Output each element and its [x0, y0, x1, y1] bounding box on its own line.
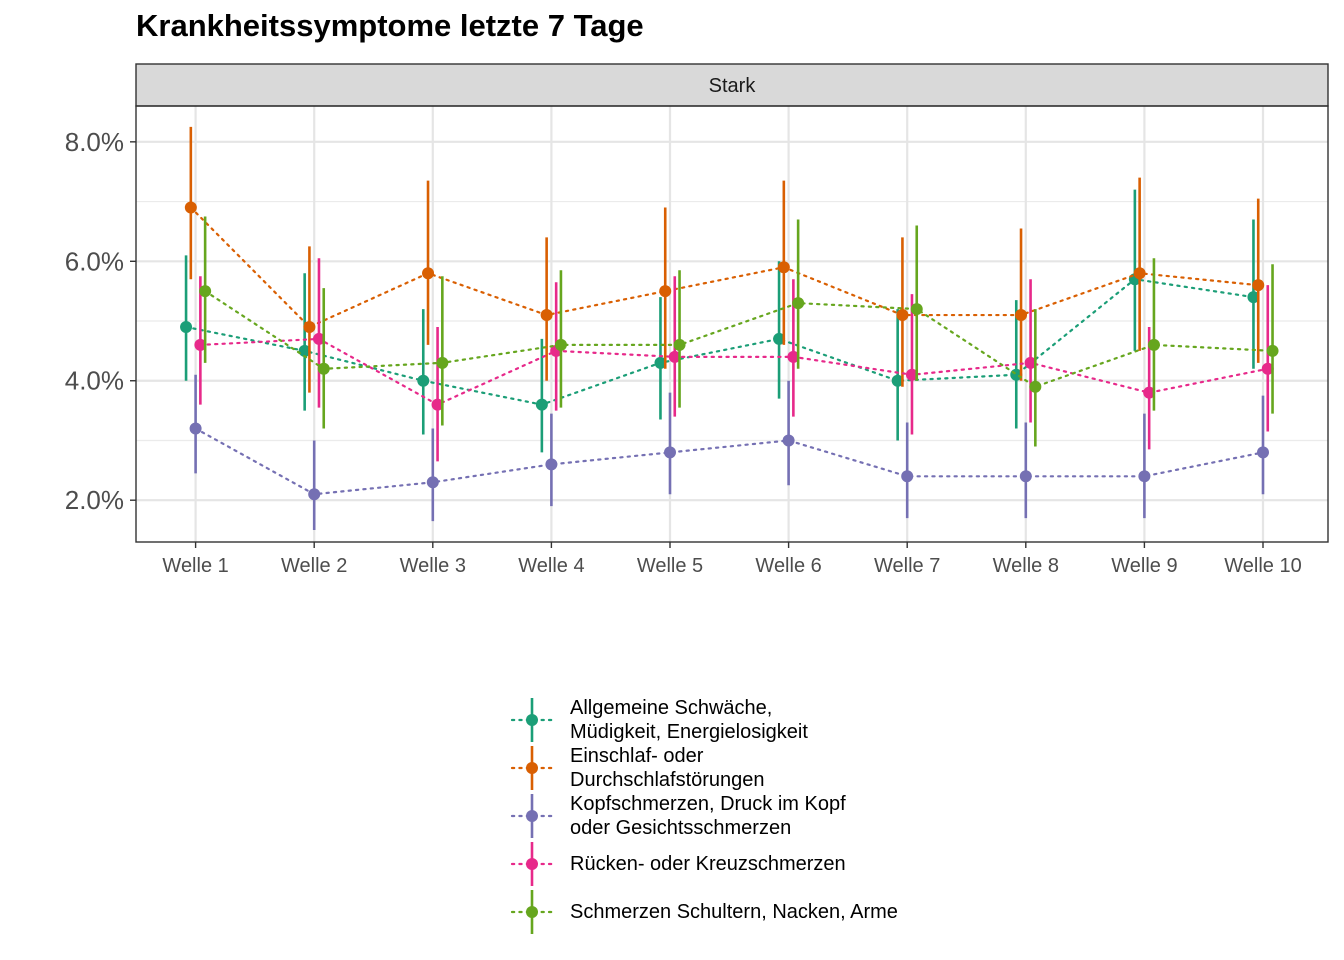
- x-tick-label: Welle 4: [518, 555, 584, 577]
- data-point: [1266, 344, 1279, 357]
- data-point: [298, 344, 311, 357]
- data-point: [417, 374, 430, 387]
- x-tick-label: Welle 8: [993, 555, 1059, 577]
- chart-title: Krankheitssymptome letzte 7 Tage: [136, 8, 644, 43]
- data-point: [1133, 267, 1146, 280]
- y-tick-label: 4.0%: [65, 366, 124, 396]
- x-tick-label: Welle 3: [400, 555, 466, 577]
- panel-border: [135, 105, 1329, 543]
- data-point: [673, 338, 686, 351]
- x-tick-label: Welle 5: [637, 555, 703, 577]
- series-group: [180, 126, 1279, 531]
- data-point: [777, 261, 790, 274]
- data-point: [199, 285, 212, 298]
- data-point: [545, 458, 558, 471]
- data-point: [554, 338, 567, 351]
- data-point: [905, 368, 918, 381]
- data-point: [317, 362, 330, 375]
- legend-item: Kopfschmerzen, Druck im Kopf oder Gesicht…: [508, 786, 988, 839]
- x-tick-label: Welle 1: [162, 555, 228, 577]
- series-1: [184, 126, 1265, 393]
- data-point: [1261, 362, 1274, 375]
- data-point: [540, 309, 553, 322]
- data-point: [1019, 470, 1032, 483]
- series-4: [199, 216, 1279, 447]
- data-point: [1143, 386, 1156, 399]
- data-point: [189, 422, 202, 435]
- data-point: [1138, 470, 1151, 483]
- axes: 2.0% 4.0% 6.0% 8.0% Welle 1 Welle 2 Welle 3 Wel…: [65, 105, 1329, 577]
- x-tick-label: Welle 6: [755, 555, 821, 577]
- data-point: [910, 303, 923, 316]
- data-point: [792, 297, 805, 310]
- legend-label: Allgemeine Schwäche, Müdigkeit, Energielo…: [570, 697, 808, 743]
- data-point: [891, 374, 904, 387]
- legend-item: Einschlaf- oder Durchschlafstörungen: [508, 738, 988, 791]
- data-point: [184, 201, 197, 214]
- data-point: [303, 320, 316, 333]
- facet-strip-background: [135, 63, 1329, 107]
- data-point: [773, 332, 786, 345]
- data-point: [1252, 279, 1265, 292]
- x-tick-label: Welle 2: [281, 555, 347, 577]
- data-point: [312, 332, 325, 345]
- x-tick-label: Welle 9: [1111, 555, 1177, 577]
- data-point: [901, 470, 914, 483]
- data-point: [1024, 356, 1037, 369]
- series-line: [189, 206, 1260, 329]
- facet-strip-label: Stark: [709, 75, 757, 97]
- data-point: [194, 338, 207, 351]
- data-point: [422, 267, 435, 280]
- plot-panel: [136, 106, 1328, 542]
- data-point: [654, 356, 667, 369]
- data-point: [1247, 291, 1260, 304]
- x-tick-label: Welle 7: [874, 555, 940, 577]
- series-line: [194, 427, 1265, 496]
- data-point: [664, 446, 676, 459]
- data-point: [535, 398, 548, 411]
- data-point: [1029, 380, 1042, 393]
- data-point: [426, 476, 439, 489]
- series-line: [199, 337, 1269, 406]
- data-point: [659, 285, 672, 298]
- series-line: [204, 290, 1274, 388]
- y-tick-label: 2.0%: [65, 485, 124, 515]
- data-point: [180, 320, 193, 333]
- legend-label: Einschlaf- oder Durchschlafstörungen: [570, 745, 765, 791]
- data-point: [896, 309, 909, 322]
- data-point: [1147, 338, 1160, 351]
- legend-key: [510, 842, 554, 886]
- legend-item: Allgemeine Schwäche, Müdigkeit, Energielo…: [508, 690, 988, 743]
- y-tick-label: 8.0%: [65, 127, 124, 157]
- legend-label: Schmerzen Schultern, Nacken, Arme: [570, 901, 898, 923]
- legend-key: [510, 746, 554, 790]
- panel-background: [136, 106, 1328, 542]
- y-tick-label: 6.0%: [65, 246, 124, 276]
- data-point: [782, 434, 795, 447]
- data-point: [668, 350, 681, 363]
- data-point: [431, 398, 444, 411]
- x-tick-label: Welle 10: [1224, 555, 1301, 577]
- legend-key: [510, 698, 554, 742]
- data-point: [436, 356, 449, 369]
- series-0: [180, 189, 1260, 453]
- data-point: [787, 350, 800, 363]
- legend-label: Kopfschmerzen, Druck im Kopf oder Gesicht…: [570, 793, 846, 839]
- legend-label: Rücken- oder Kreuzschmerzen: [570, 853, 846, 875]
- series-line: [184, 278, 1255, 406]
- data-point: [308, 488, 321, 501]
- legend-item: Rücken- oder Kreuzschmerzen: [508, 834, 988, 886]
- data-point: [1257, 446, 1269, 459]
- facet-strip: Stark: [135, 63, 1329, 107]
- legend-key: [510, 794, 554, 838]
- series-2: [189, 374, 1269, 531]
- data-point: [1015, 309, 1028, 322]
- legend-key: [510, 890, 554, 934]
- legend-item: Schmerzen Schultern, Nacken, Arme: [508, 882, 988, 934]
